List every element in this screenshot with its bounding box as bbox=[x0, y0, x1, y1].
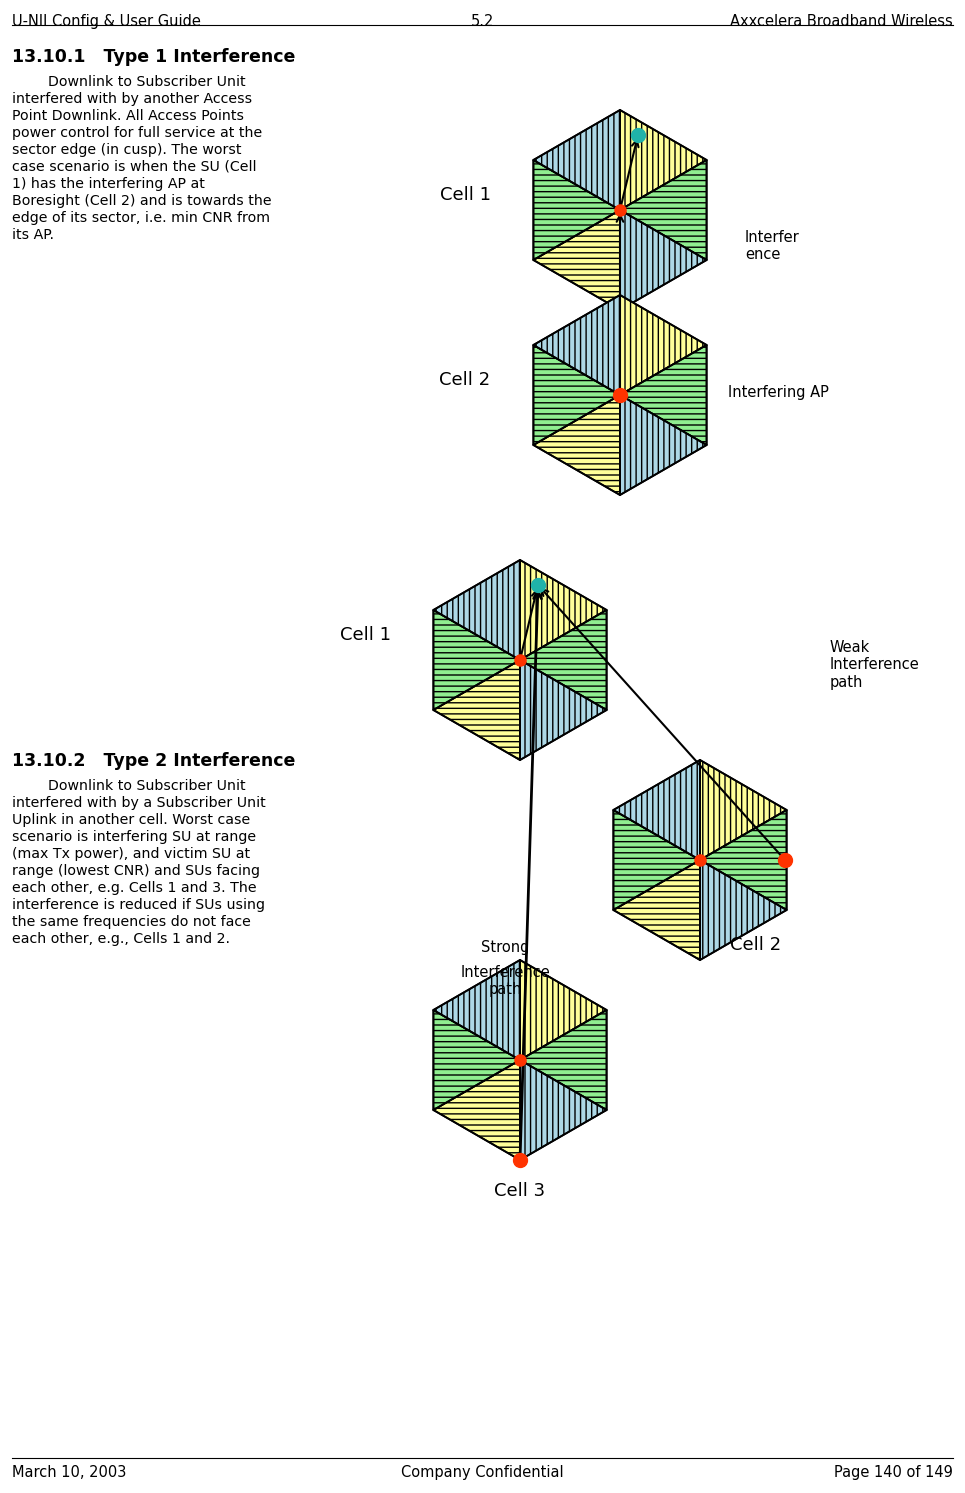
Text: sector edge (in cusp). The worst: sector edge (in cusp). The worst bbox=[12, 143, 241, 157]
Text: Downlink to Subscriber Unit: Downlink to Subscriber Unit bbox=[12, 779, 246, 793]
Polygon shape bbox=[614, 860, 700, 960]
Text: Downlink to Subscriber Unit: Downlink to Subscriber Unit bbox=[12, 75, 246, 90]
Polygon shape bbox=[534, 396, 620, 496]
Text: interfered with by another Access: interfered with by another Access bbox=[12, 93, 252, 106]
Text: 13.10.1   Type 1 Interference: 13.10.1 Type 1 Interference bbox=[12, 48, 295, 66]
Polygon shape bbox=[520, 1060, 607, 1160]
Polygon shape bbox=[620, 211, 706, 311]
Polygon shape bbox=[614, 811, 700, 911]
Text: each other, e.g., Cells 1 and 2.: each other, e.g., Cells 1 and 2. bbox=[12, 932, 230, 947]
Text: Uplink in another cell. Worst case: Uplink in another cell. Worst case bbox=[12, 814, 250, 827]
Polygon shape bbox=[534, 345, 620, 445]
Polygon shape bbox=[433, 1009, 520, 1109]
Polygon shape bbox=[620, 396, 706, 496]
Polygon shape bbox=[520, 1009, 607, 1109]
Text: its AP.: its AP. bbox=[12, 228, 54, 242]
Text: edge of its sector, i.e. min CNR from: edge of its sector, i.e. min CNR from bbox=[12, 211, 270, 225]
Polygon shape bbox=[520, 660, 607, 760]
Text: Strong: Strong bbox=[481, 941, 529, 956]
Text: each other, e.g. Cells 1 and 3. The: each other, e.g. Cells 1 and 3. The bbox=[12, 881, 257, 894]
Polygon shape bbox=[433, 1060, 520, 1160]
Polygon shape bbox=[534, 110, 620, 211]
Polygon shape bbox=[534, 211, 620, 311]
Polygon shape bbox=[433, 611, 520, 711]
Text: power control for full service at the: power control for full service at the bbox=[12, 125, 262, 140]
Polygon shape bbox=[620, 296, 706, 396]
Polygon shape bbox=[614, 760, 700, 860]
Polygon shape bbox=[620, 160, 706, 260]
Text: Page 140 of 149: Page 140 of 149 bbox=[834, 1465, 953, 1480]
Polygon shape bbox=[700, 760, 786, 860]
Text: Boresight (Cell 2) and is towards the: Boresight (Cell 2) and is towards the bbox=[12, 194, 271, 208]
Polygon shape bbox=[520, 960, 607, 1060]
Text: interference is reduced if SUs using: interference is reduced if SUs using bbox=[12, 897, 265, 912]
Polygon shape bbox=[433, 560, 520, 660]
Text: Cell 2: Cell 2 bbox=[730, 936, 781, 954]
Polygon shape bbox=[520, 611, 607, 711]
Polygon shape bbox=[620, 345, 706, 445]
Text: 13.10.2   Type 2 Interference: 13.10.2 Type 2 Interference bbox=[12, 752, 295, 770]
Text: case scenario is when the SU (Cell: case scenario is when the SU (Cell bbox=[12, 160, 257, 175]
Polygon shape bbox=[700, 860, 786, 960]
Text: 1) has the interfering AP at: 1) has the interfering AP at bbox=[12, 178, 205, 191]
Text: Cell 2: Cell 2 bbox=[439, 370, 490, 390]
Text: Axxcelera Broadband Wireless: Axxcelera Broadband Wireless bbox=[731, 13, 953, 28]
Polygon shape bbox=[520, 560, 607, 660]
Text: Interference
path: Interference path bbox=[460, 964, 550, 997]
Text: the same frequencies do not face: the same frequencies do not face bbox=[12, 915, 251, 929]
Text: range (lowest CNR) and SUs facing: range (lowest CNR) and SUs facing bbox=[12, 864, 260, 878]
Polygon shape bbox=[700, 811, 786, 911]
Text: Cell 3: Cell 3 bbox=[494, 1182, 545, 1200]
Text: Cell 1: Cell 1 bbox=[439, 187, 490, 205]
Text: Point Downlink. All Access Points: Point Downlink. All Access Points bbox=[12, 109, 244, 122]
Polygon shape bbox=[433, 660, 520, 760]
Polygon shape bbox=[534, 296, 620, 396]
Text: Interfer
ence: Interfer ence bbox=[745, 230, 800, 263]
Text: scenario is interfering SU at range: scenario is interfering SU at range bbox=[12, 830, 256, 844]
Polygon shape bbox=[433, 960, 520, 1060]
Text: U-NII Config & User Guide: U-NII Config & User Guide bbox=[12, 13, 201, 28]
Text: Cell 1: Cell 1 bbox=[340, 626, 391, 643]
Text: Company Confidential: Company Confidential bbox=[400, 1465, 564, 1480]
Text: (max Tx power), and victim SU at: (max Tx power), and victim SU at bbox=[12, 847, 250, 861]
Polygon shape bbox=[620, 110, 706, 211]
Text: 5.2: 5.2 bbox=[470, 13, 494, 28]
Text: Weak
Interference
path: Weak Interference path bbox=[830, 640, 920, 690]
Text: March 10, 2003: March 10, 2003 bbox=[12, 1465, 126, 1480]
Polygon shape bbox=[534, 160, 620, 260]
Text: Interfering AP: Interfering AP bbox=[728, 385, 829, 400]
Text: interfered with by a Subscriber Unit: interfered with by a Subscriber Unit bbox=[12, 796, 265, 811]
